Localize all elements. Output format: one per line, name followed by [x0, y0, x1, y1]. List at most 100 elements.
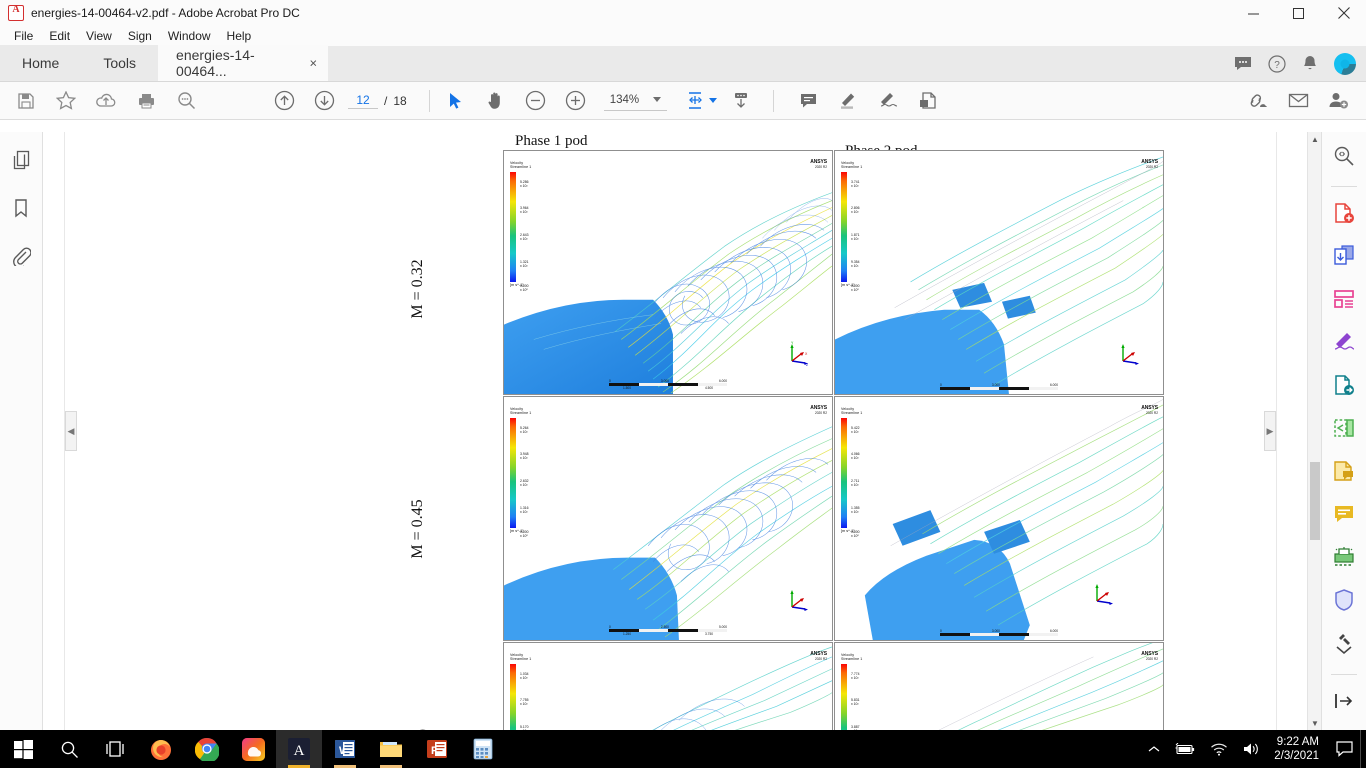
right-panel-handle[interactable]: ▶ — [1264, 411, 1276, 451]
previous-page-icon[interactable] — [264, 82, 304, 120]
comment-doc-icon[interactable] — [1329, 457, 1359, 486]
combine-files-icon[interactable] — [1329, 242, 1359, 271]
ansys-watermark: ANSYS 2020 R2 — [810, 159, 827, 169]
menu-window[interactable]: Window — [167, 29, 211, 43]
account-avatar[interactable] — [1334, 53, 1356, 75]
share-link-icon[interactable] — [1238, 82, 1278, 120]
scroll-up-arrow[interactable]: ▲ — [1311, 134, 1319, 144]
comment-icon[interactable] — [1329, 500, 1359, 529]
comment-balloon-icon[interactable] — [1234, 56, 1252, 72]
scan-ocr-icon[interactable] — [1329, 543, 1359, 572]
add-person-icon[interactable] — [1318, 82, 1358, 120]
scale-bar-ticks: 0 2.500 5.000 — [609, 625, 727, 629]
chevron-down-icon[interactable] — [653, 97, 662, 102]
save-icon[interactable] — [6, 82, 46, 120]
colorbar-units: [m s^-1] — [841, 528, 855, 533]
scrollbar-thumb[interactable] — [1310, 462, 1320, 540]
more-tools-icon[interactable] — [1329, 629, 1359, 658]
edit-pdf-icon[interactable] — [1329, 285, 1359, 314]
zoom-level-select[interactable]: 134% — [603, 91, 668, 111]
draw-icon[interactable] — [868, 82, 908, 120]
highlight-icon[interactable] — [828, 82, 868, 120]
minimize-button[interactable] — [1231, 0, 1276, 26]
show-hidden-icons-icon[interactable] — [1141, 745, 1167, 753]
page-number-input[interactable]: 12 — [348, 93, 378, 109]
show-desktop-button[interactable] — [1360, 730, 1366, 768]
figure-panel-row3-phase2: Velocity Streamline 1 7.774 x 10² 5.831 … — [834, 642, 1164, 730]
zoom-in-icon[interactable] — [556, 82, 596, 120]
colorbar-tick-2: 5.831 x 10² — [851, 697, 860, 706]
axes-triad-icon — [784, 587, 810, 618]
stamp-icon[interactable] — [908, 82, 948, 120]
print-icon[interactable] — [126, 82, 166, 120]
rail-divider — [1331, 186, 1357, 187]
colorbar-tick-4: 1.321 x 10² — [520, 259, 529, 268]
document-viewport[interactable]: ◀ ▶ Phase 1 pod Phase 2 pod M = 0.32 M =… — [43, 132, 1321, 730]
title-bar: energies-14-00464-v2.pdf - Adobe Acrobat… — [0, 0, 1366, 26]
create-pdf-icon[interactable] — [1329, 199, 1359, 228]
menu-file[interactable]: File — [14, 29, 34, 43]
creative-cloud-icon[interactable] — [230, 730, 276, 768]
tab-tools[interactable]: Tools — [81, 45, 159, 81]
export-pdf-icon[interactable] — [1329, 371, 1359, 400]
search-icon[interactable] — [46, 730, 92, 768]
close-button[interactable] — [1321, 0, 1366, 26]
star-icon[interactable] — [46, 82, 86, 120]
acrobat-icon[interactable]: A — [276, 730, 322, 768]
left-panel-handle[interactable]: ◀ — [65, 411, 77, 451]
taskbar-clock[interactable]: 9:22 AM 2/3/2021 — [1268, 735, 1329, 764]
task-view-icon[interactable] — [92, 730, 138, 768]
start-windows-icon[interactable] — [0, 730, 46, 768]
hand-tool-icon[interactable] — [476, 82, 516, 120]
streamline-plot — [504, 192, 832, 394]
bookmarks-icon[interactable] — [7, 194, 35, 222]
tab-home[interactable]: Home — [0, 45, 82, 81]
colorbar-tick-4: 1.316 x 10² — [520, 505, 529, 514]
upload-cloud-icon[interactable] — [86, 82, 126, 120]
bell-icon[interactable] — [1302, 55, 1318, 73]
figure-panel-m045-phase1: Velocity Streamline 1 5.264 x 10² 3.948 … — [503, 396, 833, 641]
zoom-out-icon[interactable] — [516, 82, 556, 120]
action-center-icon[interactable] — [1329, 741, 1360, 757]
help-icon[interactable]: ? — [1268, 55, 1286, 73]
menu-edit[interactable]: Edit — [49, 29, 71, 43]
protect-icon[interactable] — [1329, 586, 1359, 615]
powerpoint-icon[interactable]: P — [414, 730, 460, 768]
page-thumbnails-icon[interactable] — [7, 146, 35, 174]
volume-icon[interactable] — [1235, 742, 1268, 756]
colorbar-title: Velocity Streamline 1 — [841, 161, 863, 170]
add-comment-icon[interactable] — [788, 82, 828, 120]
svg-text:A: A — [294, 743, 305, 759]
close-icon[interactable]: × — [309, 55, 318, 71]
wifi-icon[interactable] — [1203, 742, 1235, 756]
battery-icon[interactable] — [1167, 742, 1203, 756]
scroll-down-arrow[interactable]: ▼ — [1311, 718, 1319, 728]
search-enhance-icon[interactable] — [1329, 141, 1359, 170]
colorbar-tick-1: 5.422 x 10² — [851, 425, 860, 434]
tab-document[interactable]: energies-14-00464... × — [158, 45, 329, 81]
file-explorer-icon[interactable] — [368, 730, 414, 768]
attachments-icon[interactable] — [7, 242, 35, 270]
colorbar-tick-5: 0.000 x 10⁰ — [851, 283, 860, 292]
document-scrollbar[interactable]: ▲ ▼ — [1307, 132, 1321, 730]
select-cursor-icon[interactable] — [436, 82, 476, 120]
calculator-icon[interactable] — [460, 730, 506, 768]
menu-view[interactable]: View — [86, 29, 112, 43]
menu-sign[interactable]: Sign — [127, 29, 152, 43]
scale-bar: 0 2.500 5.000 1.250 3.750 — [609, 625, 727, 636]
chrome-icon[interactable] — [184, 730, 230, 768]
email-icon[interactable] — [1278, 82, 1318, 120]
menu-help[interactable]: Help — [226, 29, 252, 43]
search-icon[interactable] — [166, 82, 206, 120]
maximize-button[interactable] — [1276, 0, 1321, 26]
collapse-panel-icon[interactable] — [1329, 687, 1359, 716]
firefox-icon[interactable] — [138, 730, 184, 768]
organize-pages-icon[interactable] — [1329, 414, 1359, 443]
word-icon[interactable]: W — [322, 730, 368, 768]
colorbar-title: Velocity Streamline 1 — [510, 653, 532, 662]
next-page-icon[interactable] — [304, 82, 344, 120]
scroll-mode-icon[interactable] — [721, 82, 761, 120]
fit-page-icon[interactable] — [681, 82, 721, 120]
fill-and-sign-icon[interactable] — [1329, 328, 1359, 357]
